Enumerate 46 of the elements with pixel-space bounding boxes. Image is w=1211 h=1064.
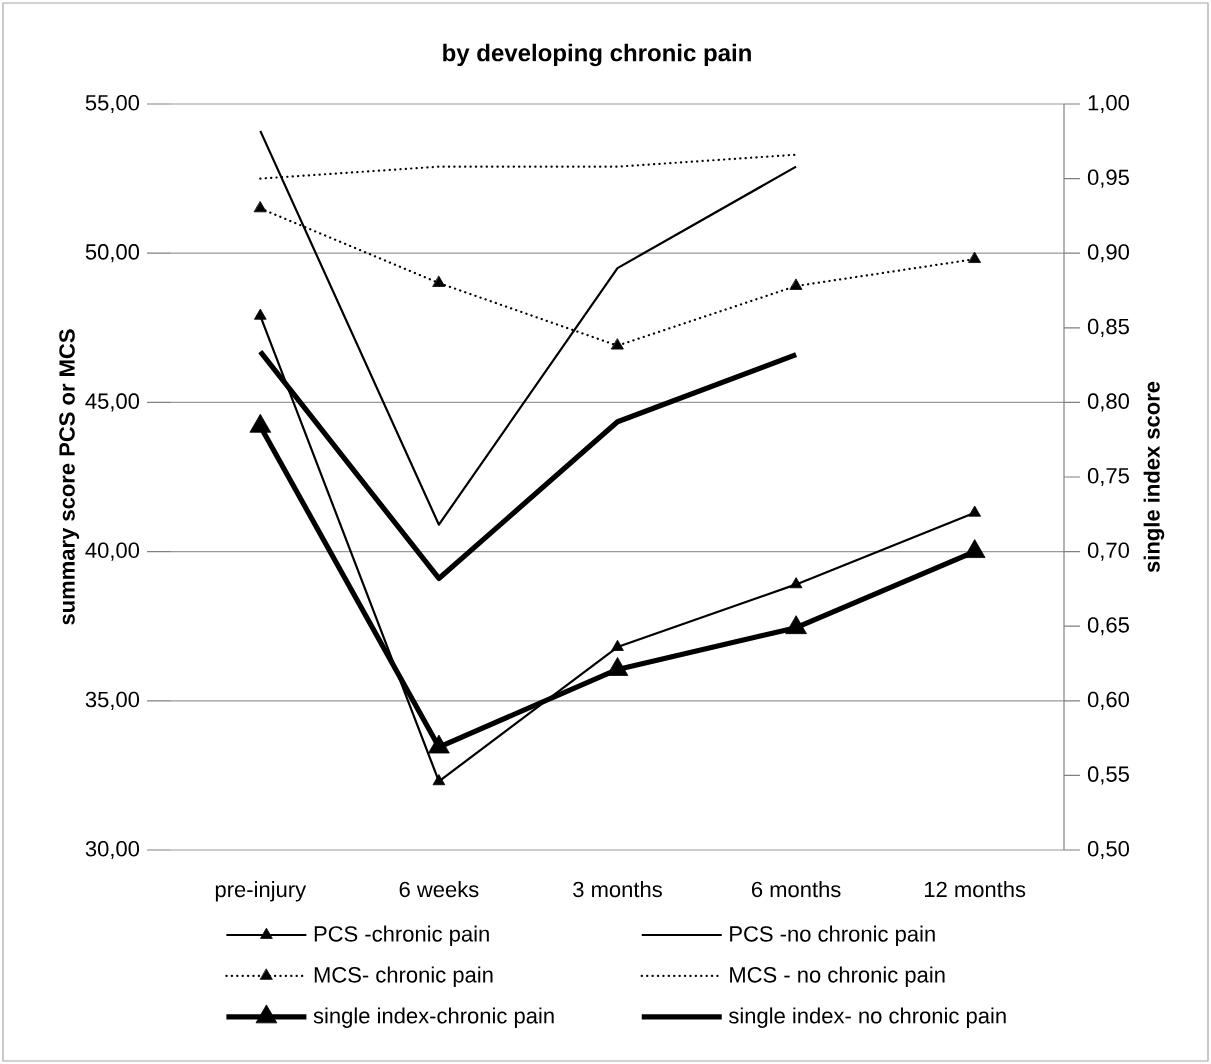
point bbox=[432, 774, 446, 786]
y2-tick-label: 0,95 bbox=[1087, 169, 1129, 188]
y2-tick-label: 0,85 bbox=[1087, 318, 1129, 337]
legend-label: PCS -no chronic pain bbox=[730, 925, 935, 947]
x-tick-label: pre-injury bbox=[215, 881, 307, 902]
point bbox=[789, 577, 803, 589]
point bbox=[606, 657, 629, 676]
chart-title: by developing chronic pain bbox=[443, 43, 751, 67]
point bbox=[611, 338, 624, 350]
x-tick-label: 12 months bbox=[924, 881, 1026, 898]
y2-tick-label: 0,70 bbox=[1087, 542, 1129, 561]
y-tick-label: 55,00 bbox=[85, 94, 140, 114]
y2-tick-label: 0,80 bbox=[1087, 393, 1129, 412]
y2-tick-label: 0,50 bbox=[1087, 840, 1129, 860]
point bbox=[254, 201, 267, 213]
legend-label: MCS- chronic pain bbox=[314, 966, 493, 987]
y-tick-label: 35,00 bbox=[85, 691, 140, 710]
point bbox=[785, 615, 807, 635]
y2-tick-label: 1,00 bbox=[1088, 94, 1129, 114]
y-tick-label: 45,00 bbox=[85, 393, 140, 412]
point bbox=[432, 275, 446, 287]
y2-tick-label: 0,75 bbox=[1087, 467, 1129, 487]
y-tick-label: 30,00 bbox=[85, 840, 140, 860]
point bbox=[428, 734, 450, 754]
y-tick-label: 50,00 bbox=[85, 244, 140, 263]
point bbox=[963, 539, 986, 558]
y2-tick-label: 0,60 bbox=[1087, 691, 1129, 710]
y2-tick-label: 0,55 bbox=[1087, 766, 1129, 785]
point bbox=[968, 251, 981, 263]
point bbox=[968, 505, 981, 517]
y2-tick-label: 0,90 bbox=[1087, 244, 1129, 263]
x-tick-label: 6 weeks bbox=[399, 881, 479, 898]
legend-label: single index- no chronic pain bbox=[728, 1007, 1006, 1028]
legend-label: MCS - no chronic pain bbox=[730, 966, 945, 987]
x-tick-label: 6 months bbox=[751, 881, 841, 898]
point bbox=[254, 308, 267, 320]
x-tick-label: 3 months bbox=[573, 881, 662, 898]
point bbox=[611, 639, 624, 651]
y-tick-label: 40,00 bbox=[85, 542, 140, 561]
point bbox=[249, 413, 272, 433]
legend-label: single index-chronic pain bbox=[313, 1007, 554, 1028]
y2-axis-title: single index score bbox=[1143, 381, 1165, 573]
point bbox=[789, 278, 803, 290]
y-axis-title: summary score PCS or MCS bbox=[59, 329, 80, 625]
y2-tick-label: 0,65 bbox=[1087, 617, 1129, 636]
legend-label: PCS -chronic pain bbox=[314, 925, 489, 947]
